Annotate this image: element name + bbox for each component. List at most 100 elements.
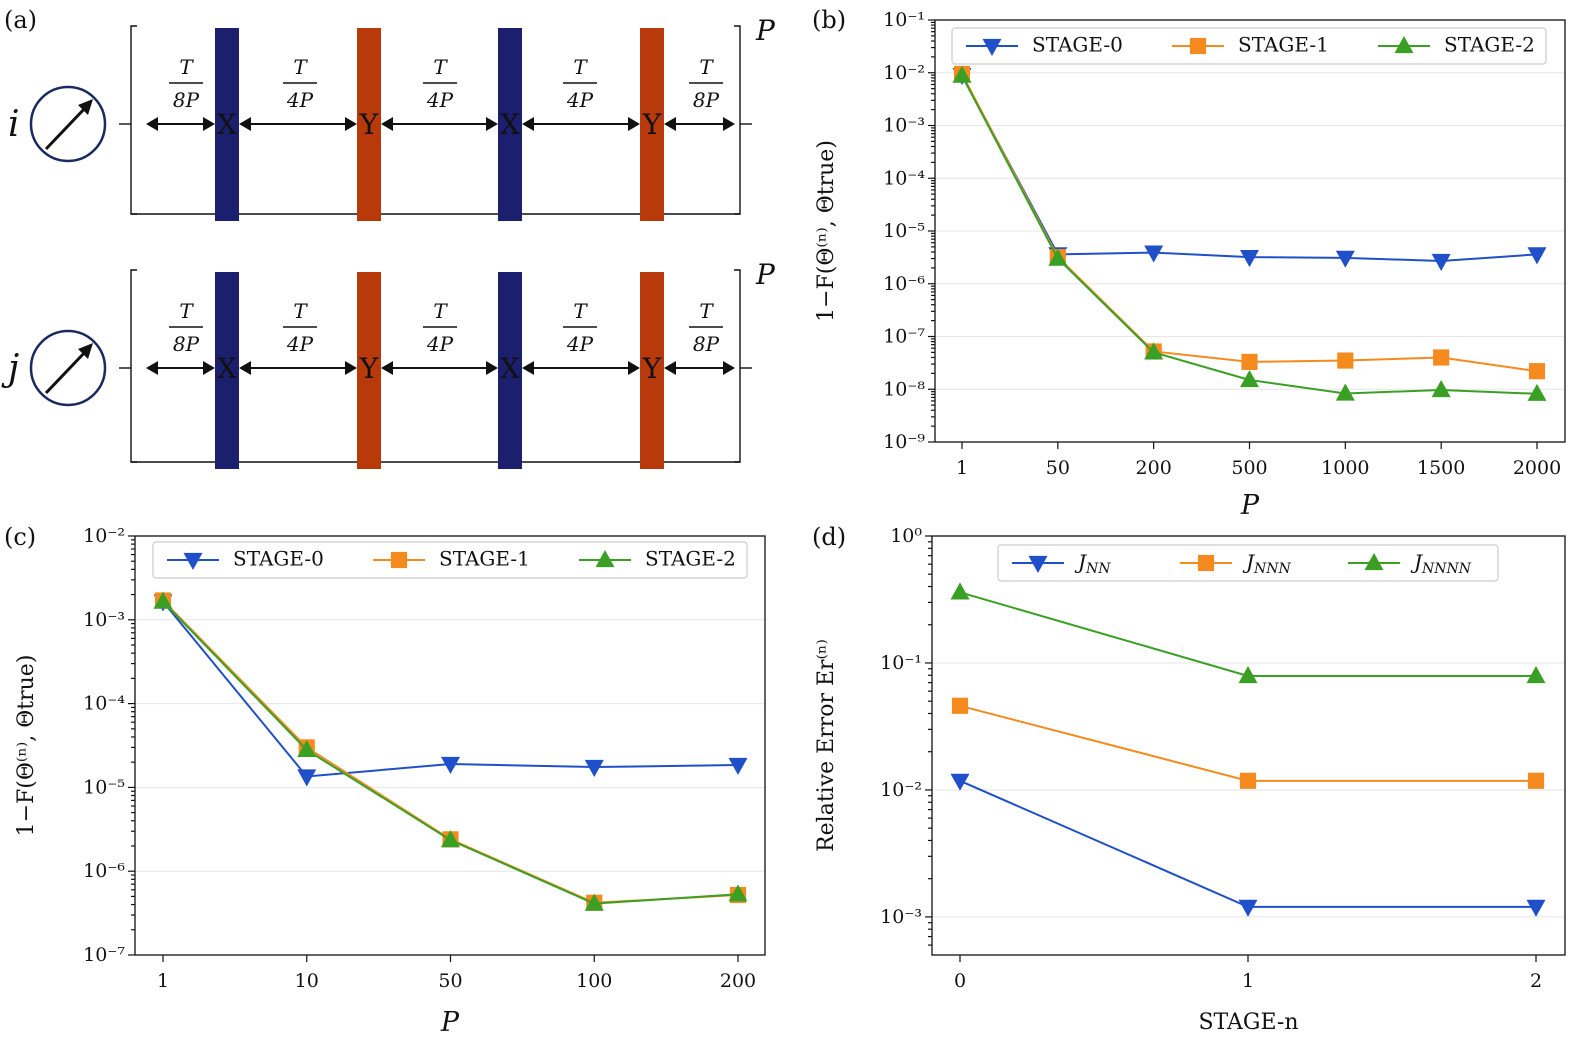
arrowhead-left-icon [664,117,676,131]
legend-marker [595,550,615,568]
data-point [1239,772,1257,789]
data-point [584,893,604,911]
interval-denominator: 4P [566,332,594,356]
legend-marker [1028,555,1048,573]
series-stage-1 [154,592,747,911]
data-point [1240,249,1259,268]
right-bracket [734,25,741,215]
data-point [1527,383,1547,401]
interval-numerator: T [179,55,194,79]
data-point [297,769,317,787]
arrowhead-right-icon [345,117,357,131]
panel-label-c: (c) [4,523,36,551]
x-tick-label: 1500 [1417,457,1465,479]
interval-numerator: T [699,55,714,79]
interval-denominator: 4P [426,88,454,112]
pulse-bar [357,28,381,221]
x-tick-label: 200 [720,970,756,992]
series-stage-1 [953,65,1546,380]
arrowhead-right-icon [723,361,735,375]
legend-marker [982,38,1002,56]
panel-label-a: (a) [4,6,37,34]
x-axis-title: STAGE-n [1198,1010,1298,1035]
legend-label: STAGE-0 [1032,33,1123,57]
x-tick-label: 50 [438,970,462,992]
data-point [153,591,173,609]
y-tick-label: 10⁻⁷ [883,326,925,348]
arrowhead-right-icon [345,361,357,375]
interval-denominator: 8P [173,332,200,356]
legend-label: STAGE-1 [439,547,530,571]
y-tick-label: 10⁻⁸ [883,378,925,400]
interval-denominator: 8P [693,332,720,356]
data-point [1240,369,1259,388]
arrowhead-right-icon [486,361,498,375]
data-point [950,582,970,600]
y-tick-label: 10⁻² [880,779,922,801]
interval-numerator: T [699,299,714,323]
legend: STAGE-0 STAGE-1 STAGE-2 [951,27,1547,65]
data-point [1526,899,1546,917]
legend-marker [1189,37,1207,55]
x-tick-label: 1 [1242,970,1254,992]
pulse-label: X [500,108,520,141]
repeat-label: P [755,258,776,291]
arrowhead-right-icon [723,117,735,131]
arrowhead-right-icon [203,117,215,131]
x-tick-label: 1000 [1321,457,1369,479]
legend-frame [152,541,748,579]
y-tick-label: 10⁻⁶ [883,273,925,295]
data-point [728,884,748,902]
series-stage-0 [952,68,1547,271]
data-point [297,739,317,758]
pulse-bar [640,28,664,221]
data-point [1433,349,1450,366]
arrowhead-right-icon [486,117,498,131]
y-axis-title: Relative Error Er⁽ⁿ⁾ [814,639,839,852]
legend-label: STAGE-1 [1238,33,1329,57]
arrowhead-left-icon [522,117,534,131]
y-tick-label: 10⁻⁵ [883,220,925,242]
pulse-bar [498,28,522,221]
arrowhead-right-icon [628,361,640,375]
data-point [1335,383,1355,401]
data-point [1144,342,1164,360]
arrowhead-left-icon [146,361,158,375]
pulse-bar [357,272,381,469]
legend-label: JNN [1074,550,1111,578]
interval-denominator: 4P [566,88,594,112]
legend-marker [1197,554,1215,572]
pulse-label: X [500,352,520,385]
qubit-arrowhead-icon [78,343,93,359]
y-tick-label: 10⁻⁵ [83,776,125,798]
series-line [961,74,1538,262]
series-line [162,599,739,904]
series-line [162,600,739,905]
data-point [1528,363,1546,380]
series-line [959,779,1536,908]
interval-numerator: T [433,299,448,323]
panel-a-circuit: (a) i P X Y X Y T 8P T 4P T 4P T 4P T 8P j P X Y X Y T 8P T 4P T 4P T… [1,6,776,469]
legend-marker [183,552,203,570]
pulse-label: Y [642,352,662,385]
interval-denominator: 8P [173,88,200,112]
x-tick-label: 500 [1231,457,1267,479]
pulse-bar [215,272,239,469]
pulse-label: Y [359,352,379,385]
legend-marker [1394,36,1414,54]
x-axis-title: P [1240,490,1260,521]
data-point [1527,772,1545,789]
data-point [1431,253,1451,271]
arrowhead-left-icon [381,361,393,375]
circuit-row: j P X Y X Y T 8P T 4P T 4P T 4P T 8P [1,258,776,469]
arrowhead-left-icon [239,361,251,375]
legend-frame [951,27,1547,65]
interval-numerator: T [293,299,308,323]
y-tick-label: 10⁻³ [883,115,925,137]
data-point [1241,353,1258,370]
pulse-bar [498,272,522,469]
y-tick-label: 10⁻³ [83,609,125,631]
legend-label: JNNN [1242,550,1292,578]
interval-numerator: T [573,55,588,79]
